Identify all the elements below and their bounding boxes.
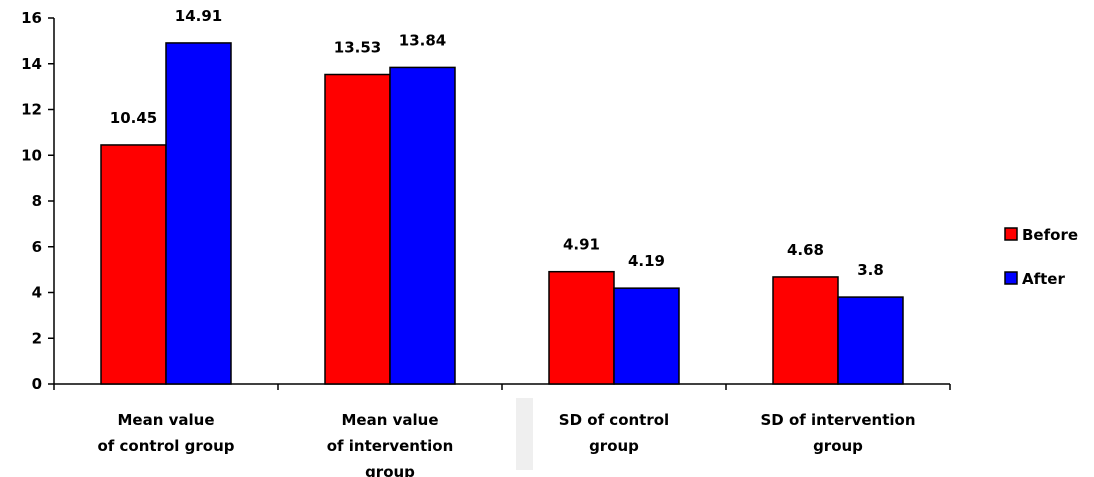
y-tick-label: 8 [32, 192, 42, 210]
category-label: of intervention [327, 437, 454, 455]
legend-swatch-after [1005, 272, 1017, 284]
legend-label-after: After [1022, 270, 1065, 288]
data-label: 4.19 [628, 252, 665, 270]
bar-after [838, 297, 903, 384]
y-tick-label: 2 [32, 329, 42, 347]
category-label: group [813, 437, 863, 455]
y-tick-label: 16 [21, 9, 42, 27]
category-label: Mean value [117, 411, 214, 429]
data-label: 13.84 [399, 31, 446, 49]
legend: Before After [1005, 226, 1078, 288]
bar-before [101, 145, 166, 384]
bar-after [614, 288, 679, 384]
category-labels: Mean value of control group Mean value of i… [97, 411, 915, 477]
bar-before [325, 75, 390, 384]
data-label: 4.91 [563, 236, 600, 254]
y-tick-label: 6 [32, 238, 42, 256]
category-label: group [365, 463, 415, 477]
data-label: 14.91 [175, 7, 222, 25]
category-label: SD of intervention [760, 411, 915, 429]
bar-after [390, 67, 455, 384]
category-label: Mean value [341, 411, 438, 429]
bar-before [773, 277, 838, 384]
data-label: 13.53 [334, 39, 381, 57]
y-tick-label: 14 [21, 55, 42, 73]
data-label: 4.68 [787, 241, 824, 259]
bar-before [549, 272, 614, 384]
category-label: of control group [97, 437, 234, 455]
legend-label-before: Before [1022, 226, 1078, 244]
bar-after [166, 43, 231, 384]
x-axis [54, 384, 950, 390]
y-tick-label: 0 [32, 375, 42, 393]
y-tick-label: 4 [32, 284, 42, 302]
category-separator-shade [516, 398, 533, 470]
y-tick-label: 10 [21, 146, 42, 164]
legend-swatch-before [1005, 228, 1017, 240]
y-axis: 0 2 4 6 8 10 12 14 16 [21, 9, 54, 393]
data-label: 3.8 [857, 261, 884, 279]
data-label: 10.45 [110, 109, 157, 127]
bars [101, 43, 903, 384]
category-label: group [589, 437, 639, 455]
category-label: SD of control [559, 411, 669, 429]
y-tick-label: 12 [21, 101, 42, 119]
